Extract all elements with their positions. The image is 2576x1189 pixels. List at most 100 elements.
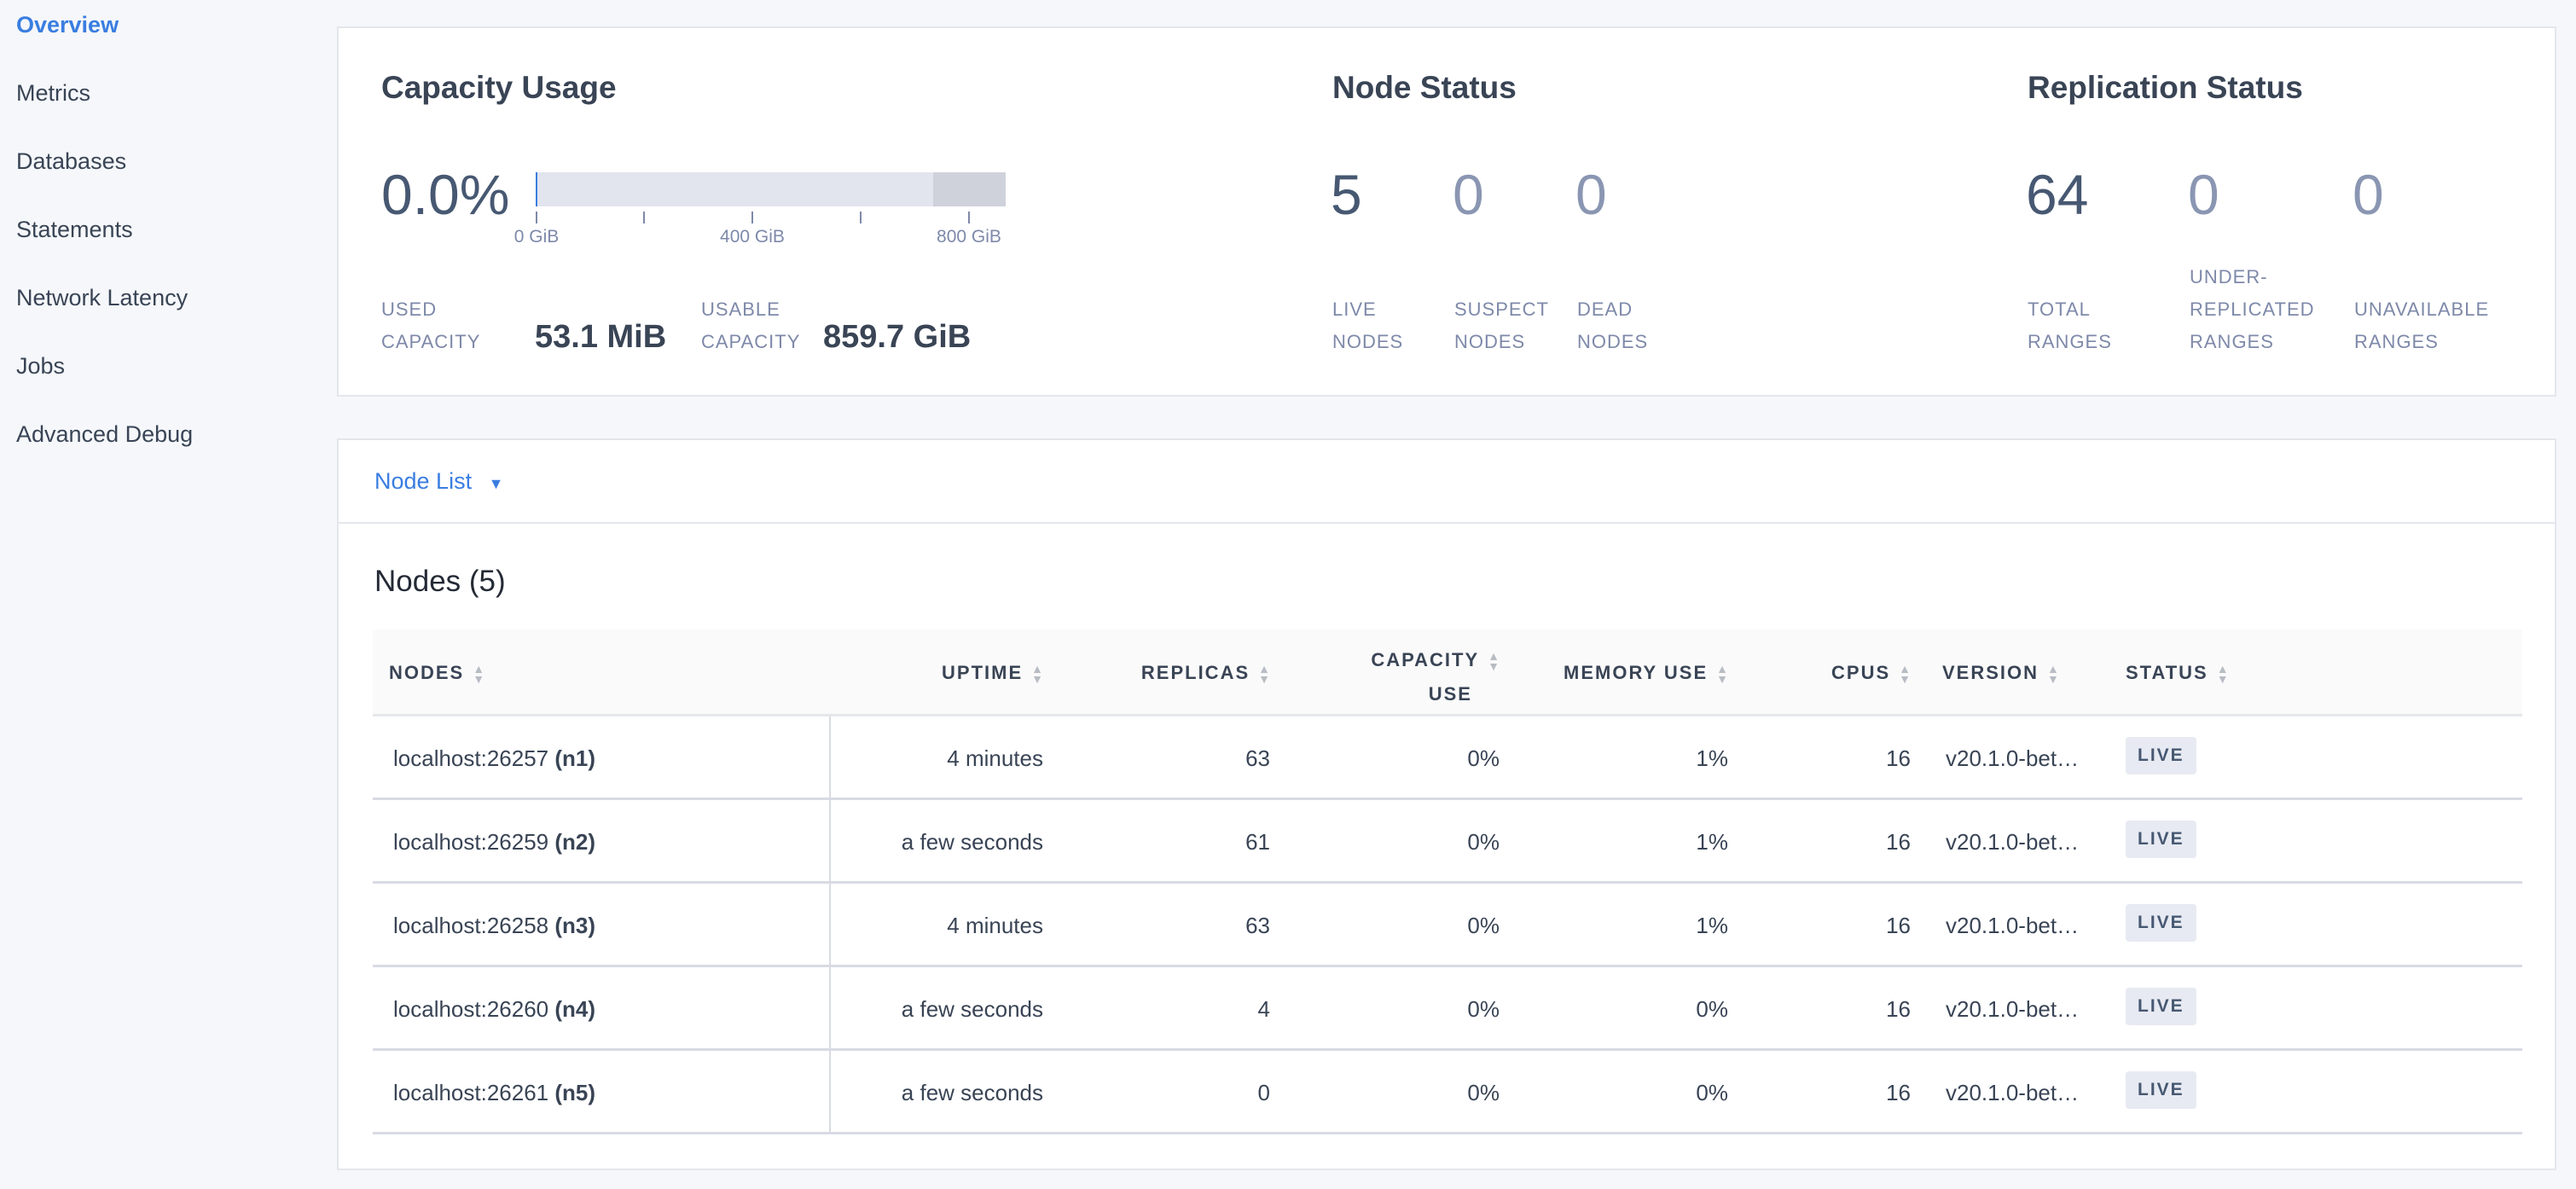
sidebar-item-overview[interactable]: Overview xyxy=(16,12,119,38)
capacity-bar-used xyxy=(536,172,537,206)
capacity-use-cell: 0% xyxy=(1467,1080,1500,1105)
replication-status-title: Replication Status xyxy=(2028,70,2303,105)
used-capacity-label: USED CAPACITY xyxy=(381,299,481,352)
memory-use-cell: 0% xyxy=(1696,1080,1728,1105)
capacity-bar xyxy=(536,172,1006,206)
table-header: NODES ▲ ▼ UPTIME ▲ ▼ REPLICAS ▲ ▼ CAPACITY ▲ ▼ US… xyxy=(373,629,2522,716)
sidebar-item-advanced-debug[interactable]: Advanced Debug xyxy=(16,421,194,447)
under-replicated-count: 0 xyxy=(2188,163,2219,226)
table-row[interactable]: localhost:26261 (n5) a few seconds 0 0% 0% 16… xyxy=(373,1051,2522,1134)
total-ranges-label: TOTAL RANGES xyxy=(2028,299,2112,352)
capacity-bar-unusable xyxy=(933,172,1006,206)
status-badge: LIVE xyxy=(2126,821,2196,858)
unavailable-ranges-label: UNAVAILABLE RANGES xyxy=(2354,299,2490,352)
memory-use-cell: 1% xyxy=(1696,829,1728,855)
capacity-use-cell: 0% xyxy=(1467,913,1500,938)
sidebar-item-databases[interactable]: Databases xyxy=(16,148,127,174)
live-nodes-label: LIVE NODES xyxy=(1332,299,1404,352)
axis-label: 800 GiB xyxy=(937,227,1001,246)
replicas-cell: 63 xyxy=(1245,913,1270,938)
table-row[interactable]: localhost:26259 (n2) a few seconds 61 0% 1% 1… xyxy=(373,800,2522,884)
column-divider xyxy=(829,716,831,1134)
column-header-version[interactable]: VERSION ▲ ▼ xyxy=(1942,662,2059,687)
replicas-cell: 0 xyxy=(1257,1080,1270,1105)
unavailable-count: 0 xyxy=(2353,163,2384,226)
node-address[interactable]: localhost:26260 (n4) xyxy=(393,996,596,1022)
dead-nodes-label: DEAD NODES xyxy=(1577,299,1649,352)
node-address[interactable]: localhost:26257 (n1) xyxy=(393,745,596,771)
sort-icon: ▲ ▼ xyxy=(1488,649,1500,674)
node-address[interactable]: localhost:26259 (n2) xyxy=(393,829,596,855)
uptime-cell: a few seconds xyxy=(901,996,1043,1022)
cpus-cell: 16 xyxy=(1886,829,1911,855)
version-cell: v20.1.0-bet… xyxy=(1946,996,2080,1022)
status-badge: LIVE xyxy=(2126,737,2196,774)
axis-label: 0 GiB xyxy=(513,227,560,246)
column-header-capacity-use[interactable]: CAPACITY ▲ ▼ USE xyxy=(1371,649,1500,705)
sort-icon: ▲ ▼ xyxy=(1899,662,1911,687)
capacity-use-cell: 0% xyxy=(1467,745,1500,771)
sidebar-item-jobs[interactable]: Jobs xyxy=(16,353,66,379)
under-replicated-label: UNDER- REPLICATED RANGES xyxy=(2190,266,2315,352)
replicas-cell: 4 xyxy=(1257,996,1270,1022)
sort-icon: ▲ ▼ xyxy=(2047,662,2059,687)
column-header-status[interactable]: STATUS ▲ ▼ xyxy=(2126,662,2229,687)
node-list-bar: Node List ▼ xyxy=(337,438,2556,524)
uptime-cell: a few seconds xyxy=(901,1080,1043,1105)
nodes-title: Nodes (5) xyxy=(374,565,506,598)
table-row[interactable]: localhost:26260 (n4) a few seconds 4 0% 0% 16… xyxy=(373,967,2522,1051)
uptime-cell: 4 minutes xyxy=(947,745,1043,771)
table-row[interactable]: localhost:26258 (n3) 4 minutes 63 0% 1% 16 v20… xyxy=(373,884,2522,967)
replicas-cell: 63 xyxy=(1245,745,1270,771)
suspect-nodes-label: SUSPECT NODES xyxy=(1454,299,1549,352)
sort-icon: ▲ ▼ xyxy=(1716,662,1728,687)
column-header-memory-use[interactable]: MEMORY USE ▲ ▼ xyxy=(1564,662,1728,687)
sort-icon: ▲ ▼ xyxy=(2216,662,2229,687)
capacity-use-cell: 0% xyxy=(1467,829,1500,855)
summary-card: Capacity Usage 0.0% 0 GiB 400 GiB 800 Gi… xyxy=(337,26,2556,397)
capacity-percent: 0.0% xyxy=(381,163,510,226)
sidebar-item-metrics[interactable]: Metrics xyxy=(16,80,90,106)
column-header-replicas[interactable]: REPLICAS ▲ ▼ xyxy=(1140,662,1270,687)
replicas-cell: 61 xyxy=(1245,829,1270,855)
capacity-use-cell: 0% xyxy=(1467,996,1500,1022)
version-cell: v20.1.0-bet… xyxy=(1946,913,2080,938)
suspect-nodes-count: 0 xyxy=(1453,163,1484,226)
capacity-title: Capacity Usage xyxy=(381,70,617,105)
node-address[interactable]: localhost:26261 (n5) xyxy=(393,1080,596,1105)
cpus-cell: 16 xyxy=(1886,1080,1911,1105)
status-badge: LIVE xyxy=(2126,988,2196,1025)
memory-use-cell: 0% xyxy=(1696,996,1728,1022)
uptime-cell: a few seconds xyxy=(901,829,1043,855)
column-header-uptime[interactable]: UPTIME ▲ ▼ xyxy=(942,662,1043,687)
caret-down-icon: ▼ xyxy=(488,475,504,492)
version-cell: v20.1.0-bet… xyxy=(1946,1080,2080,1105)
live-nodes-count: 5 xyxy=(1331,163,1362,226)
usable-capacity-label: USABLE CAPACITY xyxy=(701,299,801,352)
uptime-cell: 4 minutes xyxy=(947,913,1043,938)
memory-use-cell: 1% xyxy=(1696,913,1728,938)
version-cell: v20.1.0-bet… xyxy=(1946,829,2080,855)
version-cell: v20.1.0-bet… xyxy=(1946,745,2080,771)
node-address[interactable]: localhost:26258 (n3) xyxy=(393,913,596,938)
memory-use-cell: 1% xyxy=(1696,745,1728,771)
status-badge: LIVE xyxy=(2126,1071,2196,1109)
column-header-cpus[interactable]: CPUS ▲ ▼ xyxy=(1831,662,1911,687)
node-list-dropdown[interactable]: Node List ▼ xyxy=(374,468,504,494)
sidebar-item-statements[interactable]: Statements xyxy=(16,217,133,242)
total-ranges-count: 64 xyxy=(2026,163,2089,226)
cpus-cell: 16 xyxy=(1886,913,1911,938)
sort-icon: ▲ ▼ xyxy=(473,662,485,687)
sidebar-item-network-latency[interactable]: Network Latency xyxy=(16,285,189,310)
node-status-title: Node Status xyxy=(1332,70,1517,105)
status-badge: LIVE xyxy=(2126,904,2196,942)
sort-icon: ▲ ▼ xyxy=(1258,662,1270,687)
column-header-nodes[interactable]: NODES ▲ ▼ xyxy=(389,662,485,687)
dead-nodes-count: 0 xyxy=(1575,163,1607,226)
used-capacity-value: 53.1 MiB xyxy=(535,319,667,355)
axis-label: 400 GiB xyxy=(720,227,785,246)
usable-capacity-value: 859.7 GiB xyxy=(823,319,972,355)
table-row[interactable]: localhost:26257 (n1) 4 minutes 63 0% 1% 16 v20… xyxy=(373,716,2522,800)
cpus-cell: 16 xyxy=(1886,745,1911,771)
sort-icon: ▲ ▼ xyxy=(1031,662,1043,687)
